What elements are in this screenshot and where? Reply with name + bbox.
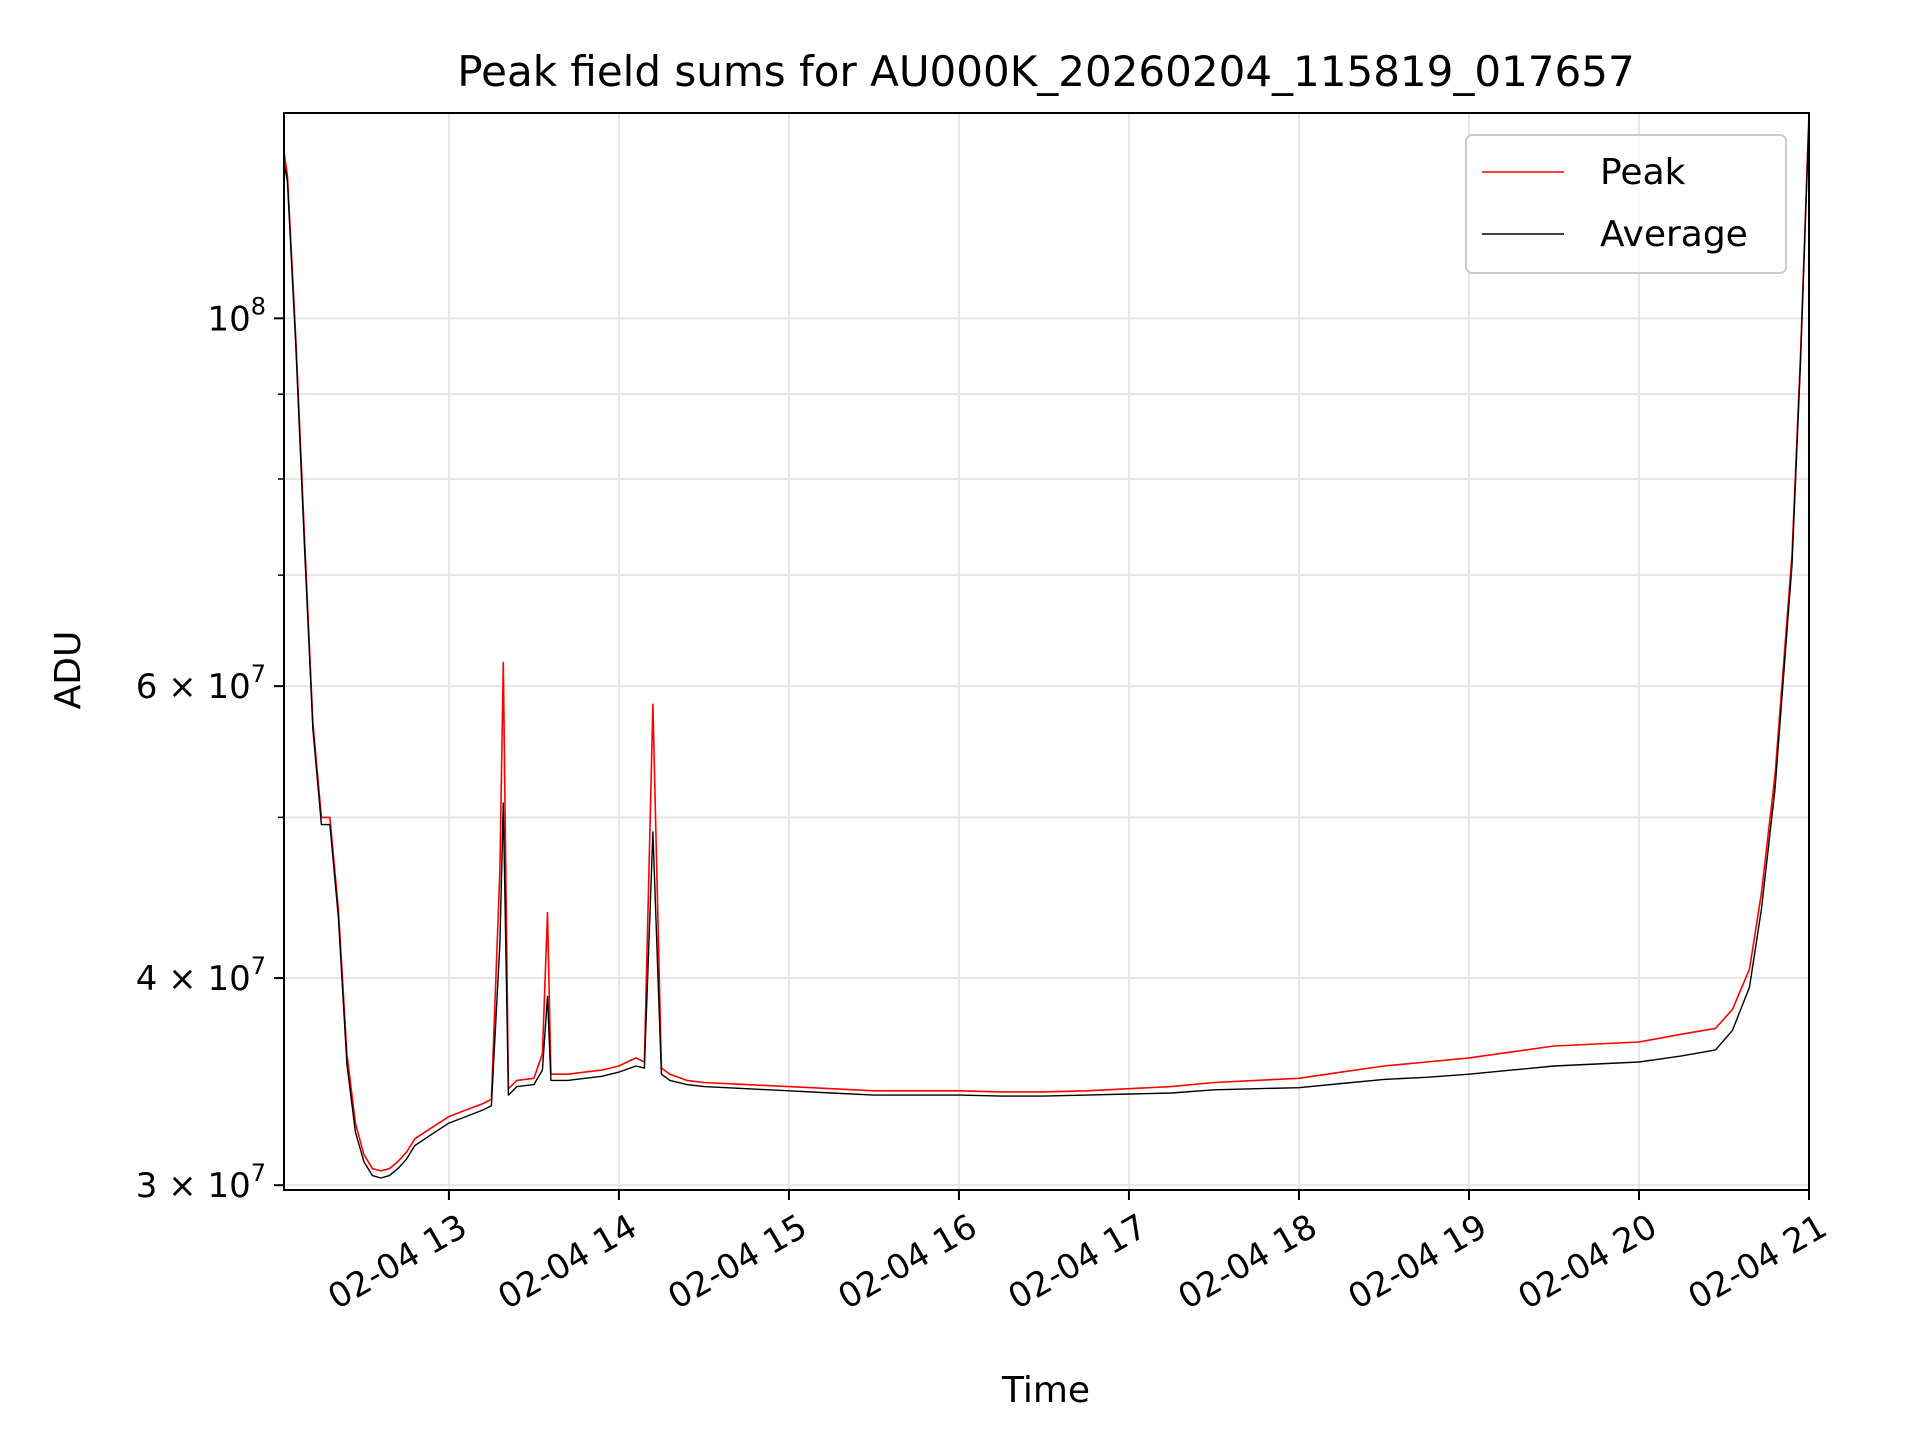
series-line-average — [284, 118, 1809, 1179]
series-line-peak — [284, 113, 1809, 1172]
y-axis-label: ADU — [48, 631, 89, 710]
y-tick-label: 108 — [207, 292, 266, 339]
chart-title: Peak field sums for AU000K_20260204_1158… — [457, 47, 1634, 96]
y-tick-label: 3 × 107 — [136, 1159, 266, 1206]
legend: Peak Average — [1465, 134, 1787, 274]
legend-label-average: Average — [1600, 214, 1748, 255]
plot-frame — [283, 112, 1810, 1191]
y-axis: 3 × 107 4 × 107 6 × 107 108 — [136, 292, 284, 1206]
y-tick-label: 4 × 107 — [136, 952, 266, 999]
series-layer — [284, 113, 1809, 1179]
legend-box — [1465, 134, 1787, 274]
x-axis-label: Time — [1001, 1370, 1090, 1411]
y-tick-label: 6 × 107 — [136, 660, 266, 707]
legend-label-peak: Peak — [1600, 152, 1686, 193]
